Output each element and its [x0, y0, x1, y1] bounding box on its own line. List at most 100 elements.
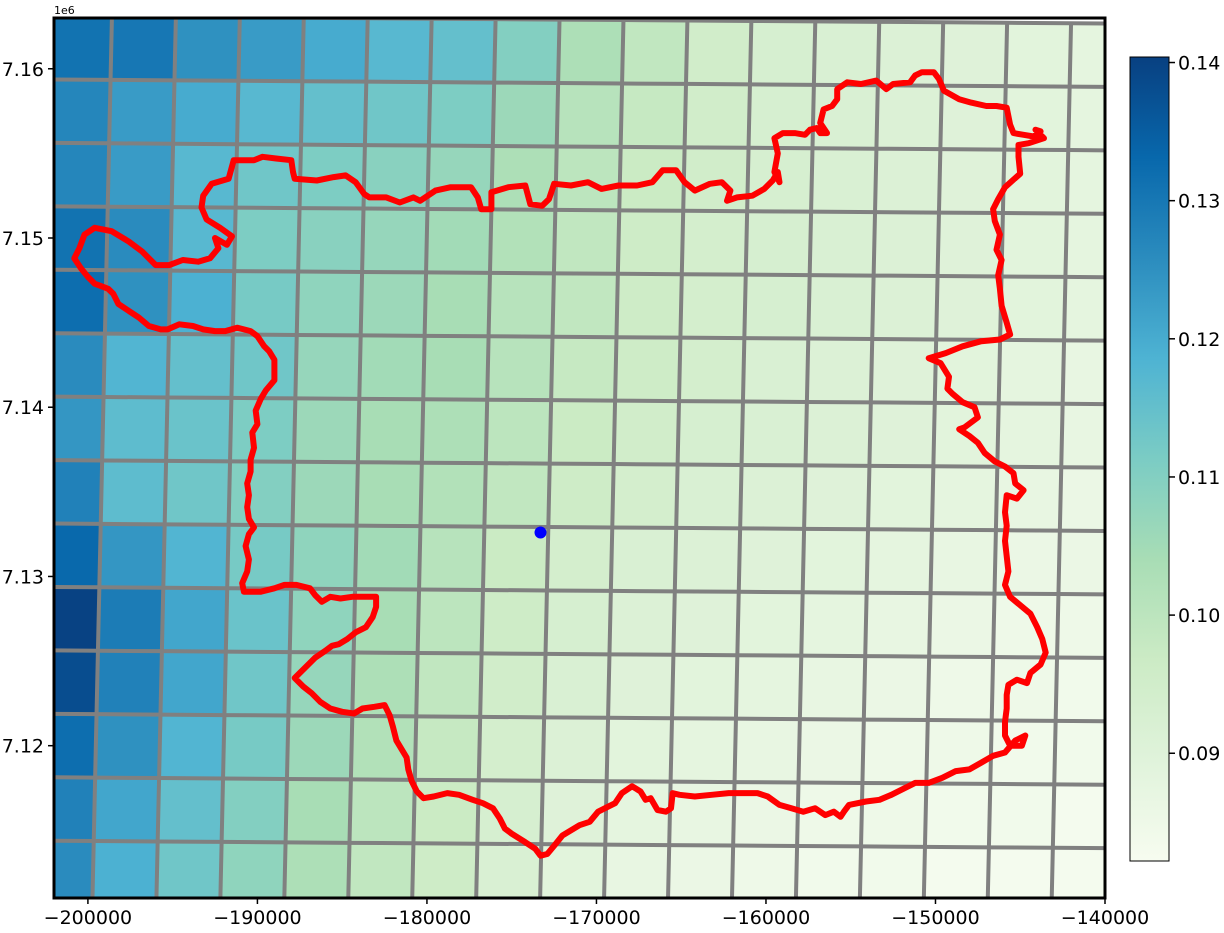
- x-axis: −200000 −190000 −180000 −170000 −160000 −1500…: [44, 898, 1149, 929]
- heatmap-cell: [101, 396, 168, 462]
- heatmap-cell: [620, 83, 687, 148]
- heatmap-cell: [859, 846, 926, 898]
- heatmap-cell: [682, 147, 749, 212]
- heatmap-cell: [677, 400, 744, 466]
- heatmap-cell: [795, 845, 862, 898]
- heatmap-cell: [798, 718, 865, 784]
- heatmap-cell: [286, 715, 353, 780]
- point-marker: [534, 526, 547, 539]
- heatmap-cell: [550, 336, 617, 401]
- heatmap-cell: [548, 463, 614, 528]
- heatmap-cell: [542, 717, 609, 782]
- heatmap-cell: [546, 526, 613, 592]
- heatmap-cell: [935, 275, 1002, 341]
- heatmap-cell: [226, 524, 293, 589]
- heatmap-cell: [557, 19, 624, 84]
- heatmap-cell: [1065, 213, 1105, 278]
- heatmap-cell: [365, 18, 432, 83]
- heatmap-cell: [356, 461, 423, 527]
- heatmap-cell: [991, 656, 1058, 722]
- heatmap-cell: [864, 592, 931, 657]
- heatmap-cell: [874, 148, 941, 213]
- grid-line-row: [54, 521, 1105, 533]
- x-tick-label: −140000: [1061, 907, 1149, 929]
- y-tick-label: 7.12: [2, 736, 44, 758]
- heatmap-cell: [238, 18, 305, 82]
- heatmap-cell: [297, 207, 364, 273]
- heatmap-cell: [54, 396, 104, 461]
- heatmap-cell: [295, 334, 362, 400]
- heatmap-cell: [54, 523, 102, 588]
- heatmap-cell: [488, 272, 555, 338]
- grid-line-col: [793, 21, 818, 898]
- grid-line-row: [54, 140, 1105, 153]
- heatmap-cell: [492, 82, 559, 147]
- grid-line-col: [666, 20, 690, 898]
- grid-line-col: [985, 22, 1010, 898]
- colorbar-tick-label: 0.14: [1178, 53, 1220, 75]
- heatmap-cell: [54, 777, 96, 842]
- heatmap-cell: [673, 591, 740, 656]
- heatmap-cell: [221, 778, 288, 843]
- colorbar-tick-label: 0.10: [1178, 605, 1220, 627]
- heatmap-cell: [923, 846, 990, 898]
- heatmap-cell: [1058, 530, 1105, 595]
- heatmap-cell: [1063, 276, 1105, 341]
- heatmap-cell: [607, 654, 674, 719]
- grid-line-col: [282, 18, 306, 898]
- heatmap-cell: [110, 18, 177, 81]
- heatmap-cell: [425, 208, 492, 274]
- heatmap-cell: [489, 209, 556, 274]
- heatmap-cell: [478, 716, 545, 782]
- heatmap-cell: [674, 527, 741, 593]
- y-axis: 7.12 7.13 7.14 7.15 7.16: [2, 59, 54, 758]
- grid-line-row: [54, 711, 1105, 724]
- heatmap-cell: [987, 847, 1054, 898]
- heatmap-cell: [293, 398, 360, 463]
- heatmap-cell: [924, 783, 991, 848]
- heatmap-cell: [1055, 657, 1105, 722]
- heatmap-cell: [165, 397, 232, 462]
- heatmap-cell: [681, 210, 748, 275]
- heatmap-cell: [748, 84, 815, 149]
- heatmap-cell: [800, 591, 867, 657]
- heatmap-cell: [609, 590, 676, 656]
- heatmap-cell: [813, 21, 880, 86]
- grid-line-col: [538, 19, 562, 898]
- heatmap-cell: [429, 18, 496, 83]
- heatmap-cell: [799, 655, 866, 720]
- heatmap-cell: [481, 589, 548, 655]
- heatmap-cell: [731, 845, 798, 898]
- heatmap-cell: [543, 653, 610, 719]
- heatmap-cell: [421, 398, 488, 464]
- heatmap-cell: [988, 783, 1055, 849]
- colorbar-tick-label: 0.09: [1178, 743, 1220, 765]
- heatmap-cell: [162, 524, 229, 589]
- heatmap-cell: [871, 275, 938, 340]
- y-offset-label: 1e6: [54, 4, 75, 17]
- heatmap-cell: [54, 840, 95, 898]
- heatmap-cells: [54, 18, 1105, 898]
- heatmap-cell: [621, 19, 688, 85]
- heatmap-cell: [292, 461, 359, 526]
- heatmap-cell: [810, 147, 877, 213]
- heatmap-cell: [93, 777, 160, 842]
- colorbar-tick-label: 0.13: [1178, 191, 1220, 213]
- heatmap-cell: [1005, 22, 1072, 87]
- heatmap-cell: [220, 841, 286, 898]
- heatmap-cell: [617, 210, 684, 275]
- heatmap-cell: [54, 586, 100, 652]
- heatmap-cell: [873, 211, 940, 277]
- heatmap-cell: [225, 587, 292, 653]
- heatmap-cell: [413, 779, 480, 845]
- heatmap-cell: [54, 18, 113, 81]
- heatmap-cell: [106, 206, 172, 271]
- heatmap-cell: [414, 716, 481, 781]
- heatmap-cell: [1056, 593, 1105, 659]
- grid-line-col: [410, 18, 434, 898]
- grid-line-col: [1049, 23, 1074, 898]
- heatmap-cell: [553, 209, 620, 275]
- heatmap-cell: [92, 840, 158, 898]
- heatmap-cell: [809, 211, 876, 276]
